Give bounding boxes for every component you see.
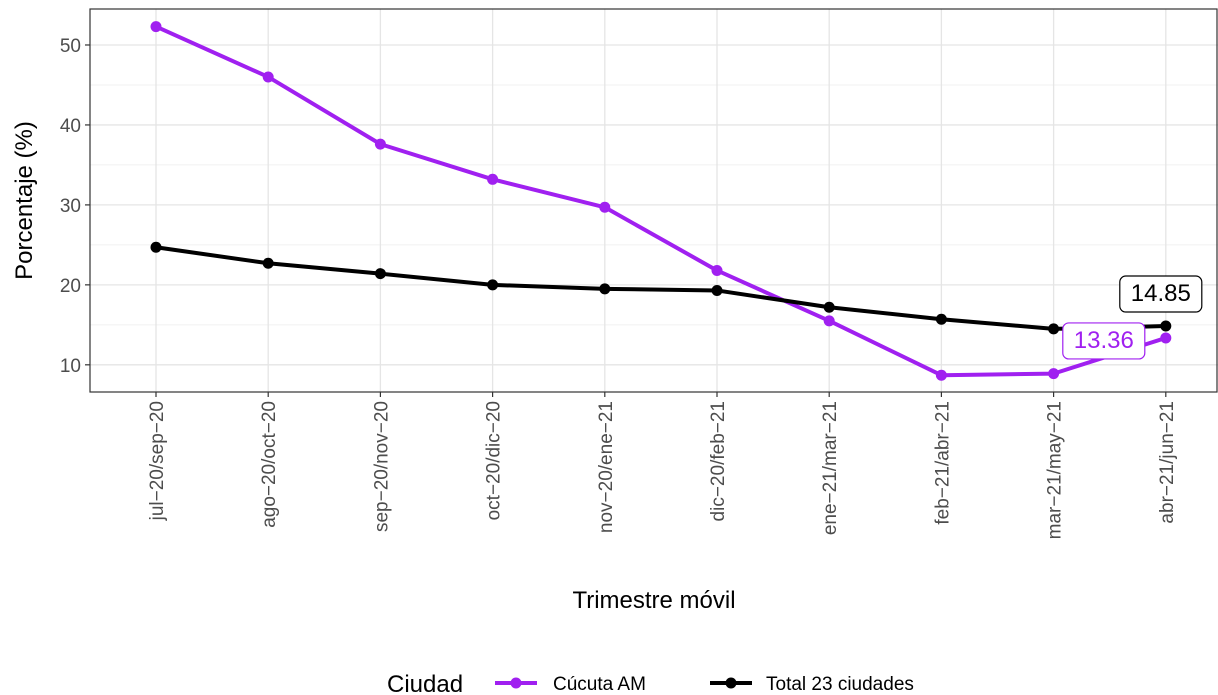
x-axis-title: Trimestre móvil <box>572 587 735 614</box>
data-point <box>150 21 162 33</box>
x-tick-label: nov−20/ene−21 <box>596 401 617 533</box>
data-point <box>599 201 611 213</box>
x-tick-label: ago−20/oct−20 <box>259 401 280 528</box>
end-labels: 14.85 13.36 <box>1062 275 1203 360</box>
data-point <box>374 138 386 150</box>
x-tick-label: mar−21/may−21 <box>1045 401 1066 539</box>
y-tick-label: 50 <box>60 36 81 57</box>
data-point <box>935 369 947 381</box>
x-tick-label: dic−20/feb−21 <box>708 401 729 521</box>
series-line <box>155 245 1166 331</box>
end-label-text: 13.36 <box>1074 327 1134 354</box>
legend-item-1: Cúcuta AM <box>495 674 646 695</box>
legend-title: Ciudad <box>387 671 463 695</box>
data-point <box>1048 323 1060 335</box>
legend-key-point <box>510 677 522 689</box>
series-line <box>155 24 1167 378</box>
legend-label: Cúcuta AM <box>553 674 646 695</box>
y-axis: 10 20 30 40 50 <box>60 36 90 377</box>
end-label-cucuta: 13.36 <box>1062 322 1146 360</box>
data-point <box>599 283 611 295</box>
data-point <box>1160 320 1172 332</box>
data-point <box>1048 368 1060 380</box>
x-tick-label: feb−21/abr−21 <box>932 401 953 525</box>
grid-lines <box>90 9 1218 392</box>
end-label-total: 14.85 <box>1119 275 1203 313</box>
data-point <box>262 71 274 83</box>
data-point <box>487 279 499 291</box>
end-label-box <box>1062 322 1146 360</box>
x-tick-label: abr−21/jun−21 <box>1157 401 1178 524</box>
series-2 <box>150 241 1172 335</box>
data-point <box>711 264 723 276</box>
data-point <box>935 313 947 325</box>
data-point <box>374 268 386 280</box>
legend: Ciudad Cúcuta AM Total 23 ciudades <box>387 671 914 695</box>
series-1 <box>150 21 1172 381</box>
y-tick-label: 30 <box>60 196 81 217</box>
data-point <box>823 315 835 327</box>
data-point <box>487 173 499 185</box>
x-tick-label: jul−20/sep−20 <box>147 401 168 521</box>
data-point <box>150 241 162 253</box>
x-axis: jul−20/sep−20 ago−20/oct−20 sep−20/nov−20 o… <box>147 392 1178 539</box>
data-point <box>1160 332 1172 344</box>
end-label-box <box>1119 275 1203 313</box>
y-tick-label: 40 <box>60 116 81 137</box>
x-tick-label: ene−21/mar−21 <box>820 401 841 535</box>
legend-key-point <box>725 677 737 689</box>
legend-label: Total 23 ciudades <box>766 674 914 695</box>
panel-border <box>89 8 1218 393</box>
series-layer <box>150 21 1172 381</box>
legend-item-2: Total 23 ciudades <box>710 674 914 695</box>
data-point <box>711 284 723 296</box>
y-axis-title: Porcentaje (%) <box>11 121 38 280</box>
end-label-text: 14.85 <box>1131 280 1191 307</box>
data-point <box>262 257 274 269</box>
x-tick-label: sep−20/nov−20 <box>371 401 392 532</box>
x-tick-label: oct−20/dic−20 <box>484 401 505 520</box>
data-point <box>823 301 835 313</box>
y-tick-label: 20 <box>60 276 81 297</box>
y-tick-label: 10 <box>60 356 81 377</box>
